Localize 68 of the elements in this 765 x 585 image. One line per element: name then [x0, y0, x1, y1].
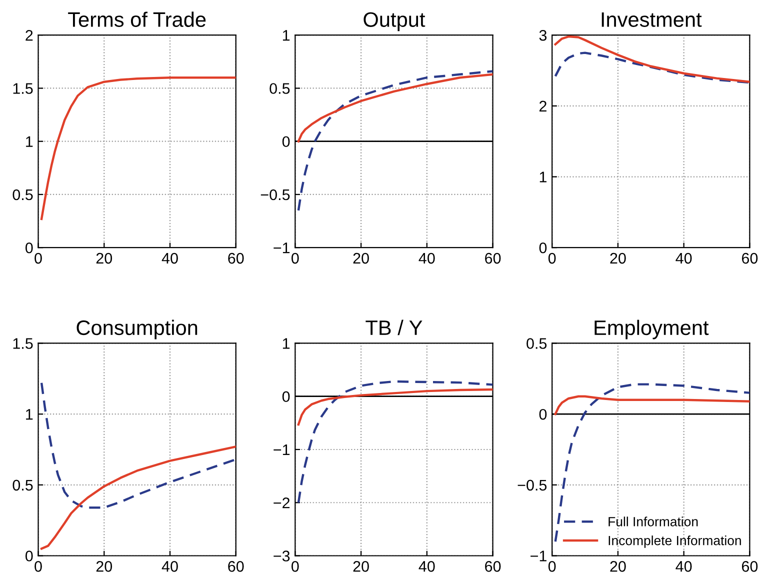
- y-tick-label: −0.5: [518, 480, 547, 491]
- legend-label: Full Information: [608, 516, 698, 526]
- y-tick-label: 2: [26, 30, 33, 41]
- x-tick-label: 0: [548, 561, 556, 572]
- y-tick-label: 0.5: [12, 480, 33, 491]
- y-tick-label: −0.5: [260, 189, 290, 200]
- x-tick-label: 20: [610, 252, 626, 264]
- y-tick-label: 2: [539, 100, 546, 112]
- x-tick-label: 40: [162, 561, 178, 572]
- y-tick-label: 0: [539, 242, 547, 254]
- x-tick-label: 60: [228, 561, 244, 572]
- y-tick-label: 1.5: [13, 83, 33, 94]
- y-tick-label: 0: [25, 550, 33, 562]
- legend-label: Incomplete Information: [608, 536, 741, 548]
- x-tick-label: 0: [292, 561, 299, 572]
- x-tick-label: 20: [610, 561, 626, 572]
- chart-title: Terms of Trade: [68, 12, 206, 27]
- line-series: [40, 382, 236, 509]
- line-series: [297, 73, 493, 142]
- y-tick-label: 0: [282, 136, 290, 148]
- y-tick-label: 0.5: [270, 83, 290, 94]
- x-tick-label: 20: [96, 252, 112, 264]
- line-series: [297, 70, 493, 212]
- x-tick-label: 0: [548, 252, 556, 264]
- chart-title: Output: [364, 12, 426, 32]
- chart-title: Employment: [594, 320, 709, 340]
- y-tick-label: −3: [274, 550, 290, 562]
- x-tick-label: 40: [676, 561, 692, 572]
- y-tick-label: 0: [539, 408, 547, 420]
- chart-title: Consumption: [76, 320, 198, 340]
- chart-title: TB / Y: [366, 320, 422, 336]
- line-series: [554, 52, 750, 84]
- x-tick-label: 0: [34, 252, 42, 264]
- x-tick-label: 60: [485, 561, 501, 572]
- x-tick-label: 20: [353, 561, 369, 572]
- line-series: [297, 388, 493, 426]
- x-tick-label: 40: [418, 561, 435, 572]
- line-series: [40, 76, 236, 220]
- x-tick-label: 0: [34, 561, 42, 572]
- y-tick-label: 0: [25, 242, 33, 254]
- x-tick-label: 40: [162, 252, 178, 264]
- y-tick-label: −1: [274, 242, 290, 254]
- y-tick-label: 1: [26, 136, 33, 147]
- line-series: [40, 446, 236, 550]
- x-tick-label: 40: [676, 252, 692, 264]
- y-tick-label: 1: [26, 409, 33, 420]
- y-tick-label: 1: [282, 30, 290, 41]
- y-tick-label: −2: [274, 497, 290, 508]
- x-tick-label: 60: [485, 252, 501, 264]
- y-tick-label: 1.5: [13, 338, 33, 349]
- line-series: [554, 395, 750, 416]
- y-tick-label: −1: [530, 550, 546, 562]
- line-series: [297, 380, 493, 504]
- x-tick-label: 0: [292, 252, 299, 264]
- x-tick-label: 60: [742, 252, 758, 264]
- x-tick-label: 60: [228, 252, 244, 264]
- y-tick-label: 1: [540, 172, 546, 182]
- x-tick-label: 40: [418, 252, 435, 264]
- x-tick-label: 20: [353, 252, 369, 264]
- chart-title: Investment: [602, 12, 702, 27]
- x-tick-label: 20: [96, 561, 112, 572]
- y-tick-label: −1: [274, 444, 290, 456]
- y-tick-label: 3: [539, 30, 547, 41]
- y-tick-label: 0: [282, 391, 290, 402]
- y-tick-label: 0.5: [12, 189, 33, 200]
- y-tick-label: 1: [282, 338, 290, 349]
- x-tick-label: 60: [742, 561, 758, 572]
- y-tick-label: 0.5: [526, 338, 547, 349]
